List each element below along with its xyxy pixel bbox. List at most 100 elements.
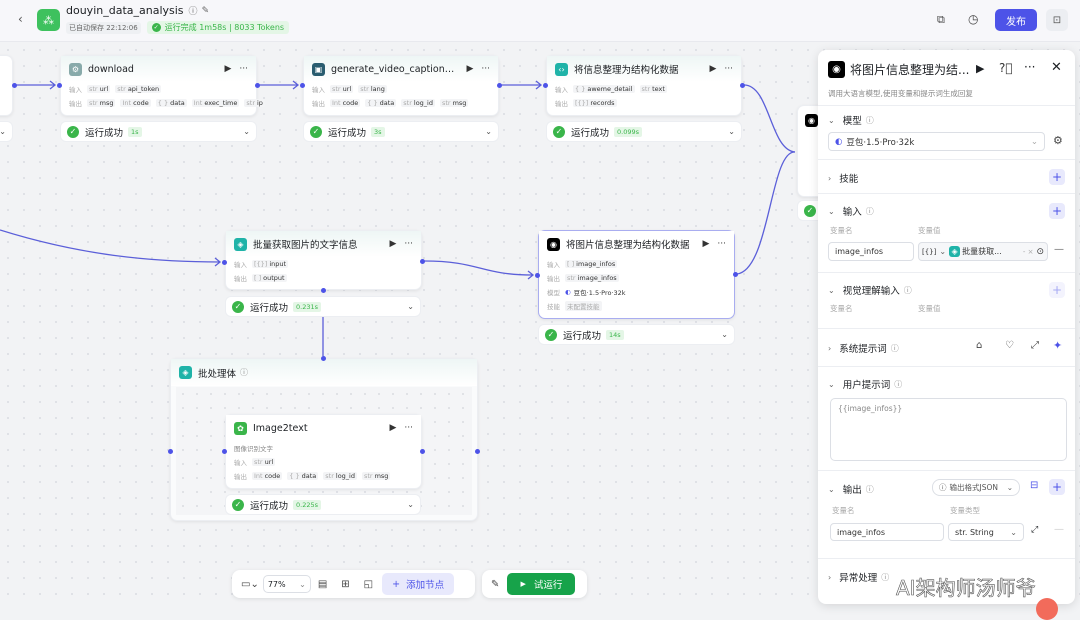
node-status[interactable]: ✓ 运行成功 0.225s ⌄: [225, 494, 421, 515]
port[interactable]: [222, 449, 227, 454]
chevron-right-icon[interactable]: ›: [828, 173, 832, 183]
port[interactable]: [12, 83, 17, 88]
publish-button[interactable]: 发布: [995, 9, 1037, 31]
output-type-select[interactable]: str. String ⌄: [948, 523, 1024, 541]
add-node-button[interactable]: + 添加节点: [382, 573, 455, 595]
test-run-button[interactable]: ▶ 试运行: [507, 573, 576, 595]
run-node-icon[interactable]: ▶: [976, 62, 985, 75]
more-icon[interactable]: ···: [1024, 60, 1036, 74]
type-select[interactable]: [{}]: [922, 247, 937, 256]
node-llm-image-struct[interactable]: ◉ 将图片信息整理为结构化数据 ▶ ··· 输入 [ ] image_infos 输出 st…: [538, 230, 735, 319]
layout-icon[interactable]: ⊞: [341, 578, 350, 590]
remove-input-button[interactable]: —: [1054, 244, 1064, 255]
help-icon[interactable]: ?⃝: [999, 61, 1013, 75]
more-icon[interactable]: ···: [404, 423, 413, 433]
output-format-select[interactable]: ⓘ 输出格式JSON ⌄: [932, 479, 1020, 496]
chevron-down-icon[interactable]: ⌄: [828, 206, 835, 216]
node-status[interactable]: ✓ 运行成功 0.099s ⌄: [546, 121, 742, 142]
more-icon[interactable]: ···: [404, 239, 413, 249]
back-chevron-icon[interactable]: ‹: [18, 12, 23, 26]
expand-icon[interactable]: ⤢: [1031, 340, 1039, 351]
bulb-icon[interactable]: ♡: [1005, 340, 1014, 351]
chevron-down-icon[interactable]: ⌄: [0, 127, 6, 136]
node-generate-video-captions[interactable]: ▣ generate_video_captions_s... ▶ ··· 输入 str u…: [303, 55, 499, 116]
node-status[interactable]: ✓ 运行成功 0.231s ⌄: [225, 296, 421, 317]
input-name-field[interactable]: image_infos: [828, 242, 914, 261]
run-node-icon[interactable]: ▶: [702, 239, 710, 249]
chevron-down-icon[interactable]: ⌄: [407, 302, 414, 311]
node-status[interactable]: ✓ 运行成功 1s ⌄: [60, 121, 257, 142]
info-icon[interactable]: ⓘ: [881, 572, 890, 582]
info-icon[interactable]: ⓘ: [903, 285, 912, 295]
port[interactable]: [740, 83, 745, 88]
info-icon[interactable]: ⓘ: [894, 379, 903, 389]
chevron-down-icon[interactable]: ⌄: [828, 484, 835, 494]
model-select[interactable]: ◐ 豆包·1.5·Pro·32k ⌄: [828, 132, 1045, 151]
node-batch-get-text[interactable]: ◈ 批量获取图片的文字信息 ▶ ··· 输入 [{}] input 输出 [ ] output: [225, 230, 422, 290]
run-node-icon[interactable]: ▶: [709, 64, 717, 74]
add-output-button[interactable]: +: [1049, 479, 1065, 495]
run-node-icon[interactable]: ▶: [389, 423, 397, 433]
node-download[interactable]: ⚙ download ▶ ··· 输入 str url str api_token 输出 str…: [60, 55, 265, 116]
chevron-down-icon[interactable]: ⌄: [828, 285, 835, 295]
chevron-down-icon[interactable]: ⌄: [728, 127, 735, 136]
info-icon[interactable]: ⓘ: [865, 484, 874, 494]
port[interactable]: [420, 449, 425, 454]
port[interactable]: [535, 273, 540, 278]
chevron-down-icon[interactable]: ⌄: [485, 127, 492, 136]
ai-sparkle-icon[interactable]: ✦: [1053, 339, 1063, 352]
history-icon[interactable]: ◷: [968, 12, 979, 26]
port[interactable]: [57, 83, 62, 88]
more-icon[interactable]: ···: [481, 64, 490, 74]
debug-icon[interactable]: ✎: [491, 578, 500, 590]
info-icon[interactable]: ⓘ: [865, 115, 874, 125]
more-icon[interactable]: ···: [717, 239, 726, 249]
chevron-down-icon[interactable]: ⌄: [721, 330, 728, 339]
chevron-right-icon[interactable]: ›: [828, 572, 832, 582]
chevron-right-icon[interactable]: ›: [828, 343, 832, 353]
input-value-field[interactable]: [{}] ⌄ ◈ 批量获取... - × ⊙: [918, 242, 1048, 261]
node-image2text[interactable]: ✿ Image2text ▶ ··· 图像识别文字 输入 str url 输出 Int cod…: [225, 414, 422, 489]
run-node-icon[interactable]: ▶: [466, 64, 474, 74]
chevron-down-icon[interactable]: ⌄: [828, 115, 835, 125]
close-icon[interactable]: ✕: [1051, 60, 1062, 75]
minimap-icon[interactable]: ▭⌄: [241, 578, 259, 590]
panel-icon[interactable]: ⊡: [1046, 9, 1068, 31]
add-skill-button[interactable]: +: [1049, 169, 1065, 185]
chevron-down-icon[interactable]: ⌄: [243, 127, 250, 136]
port[interactable]: [497, 83, 502, 88]
add-vision-input-button[interactable]: +: [1049, 282, 1065, 298]
expand-icon[interactable]: ⤢: [1031, 525, 1039, 535]
panel-title[interactable]: 将图片信息整理为结...: [850, 63, 970, 77]
target-icon[interactable]: ⊙: [1036, 246, 1044, 257]
info-icon[interactable]: ⓘ: [188, 7, 198, 17]
chevron-down-icon[interactable]: ⌄: [407, 500, 414, 509]
comment-icon[interactable]: ▤: [317, 578, 328, 590]
zoom-select[interactable]: 77% ⌄: [262, 575, 311, 593]
info-icon[interactable]: ⓘ: [890, 343, 899, 353]
node-status[interactable]: ✓ 运行成功 14s ⌄: [538, 324, 735, 345]
run-node-icon[interactable]: ▶: [224, 64, 232, 74]
more-icon[interactable]: ···: [239, 64, 248, 74]
port[interactable]: [168, 449, 173, 454]
port[interactable]: [222, 260, 227, 265]
port[interactable]: [321, 288, 326, 293]
info-icon[interactable]: ⓘ: [240, 368, 249, 377]
info-icon[interactable]: ⓘ: [865, 206, 874, 216]
clear-icon[interactable]: - ×: [1022, 247, 1034, 256]
port[interactable]: [475, 449, 480, 454]
copy-icon[interactable]: ⧉: [937, 13, 945, 26]
import-icon[interactable]: ⊟: [1030, 480, 1039, 491]
run-node-icon[interactable]: ▶: [389, 239, 397, 249]
port[interactable]: [733, 272, 738, 277]
chevron-down-icon[interactable]: ⌄: [828, 379, 835, 389]
user-prompt-textarea[interactable]: {{image_infos}}: [830, 398, 1067, 461]
output-name-field[interactable]: image_infos: [830, 523, 944, 541]
more-icon[interactable]: ···: [724, 64, 733, 74]
port[interactable]: [420, 259, 425, 264]
edit-icon[interactable]: ✎: [201, 5, 210, 16]
gear-icon[interactable]: ⚙: [1053, 134, 1063, 147]
port[interactable]: [300, 83, 305, 88]
port[interactable]: [255, 83, 260, 88]
library-icon[interactable]: ⌂: [976, 340, 983, 351]
